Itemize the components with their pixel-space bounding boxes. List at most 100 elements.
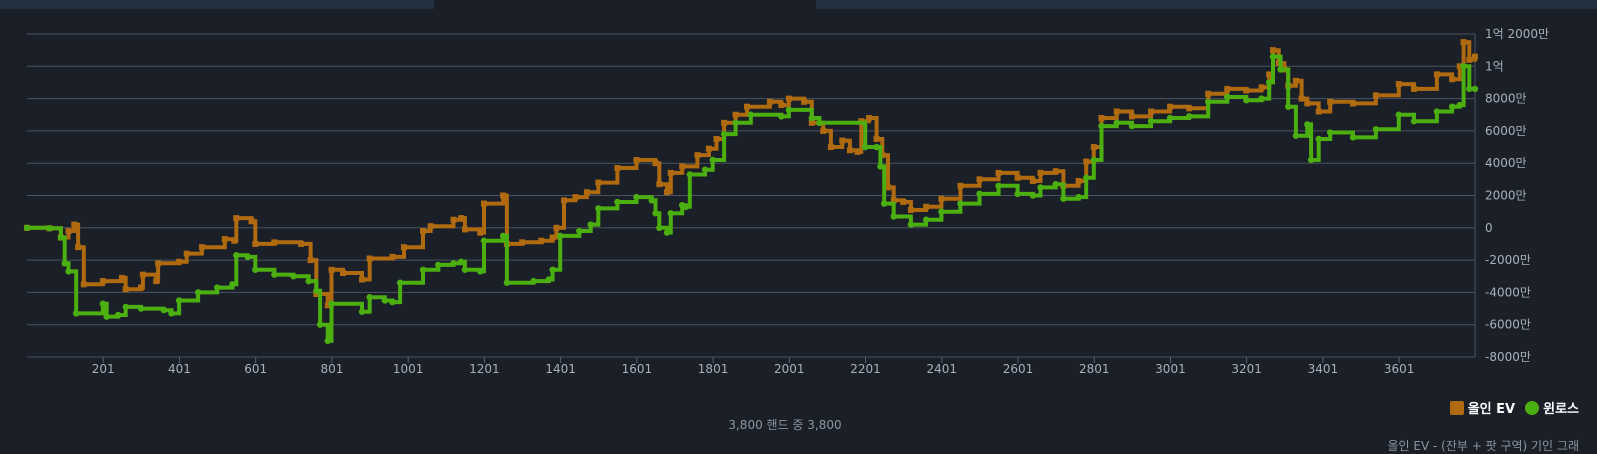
- data-point: [633, 156, 640, 163]
- x-tick-label: 201: [92, 362, 115, 376]
- data-point: [1448, 103, 1456, 110]
- data-point: [938, 208, 945, 215]
- data-point: [816, 119, 823, 127]
- data-point: [252, 240, 259, 247]
- data-point: [1472, 53, 1478, 60]
- data-point: [1315, 108, 1322, 115]
- data-point: [1298, 95, 1305, 102]
- data-point: [865, 114, 872, 121]
- legend-item-allin-ev[interactable]: 올인 EV: [1449, 398, 1516, 417]
- data-point: [61, 260, 68, 267]
- data-point: [1083, 174, 1090, 181]
- data-point: [500, 192, 507, 199]
- data-point: [359, 276, 366, 283]
- data-point: [614, 165, 621, 172]
- data-point: [476, 268, 484, 275]
- data-point: [1083, 158, 1090, 165]
- data-point: [922, 216, 930, 223]
- data-point: [732, 111, 739, 118]
- data-point: [1277, 66, 1284, 73]
- data-point: [1456, 63, 1463, 70]
- data-point: [1292, 77, 1299, 84]
- data-point: [213, 284, 221, 291]
- grid-lines: [27, 33, 1476, 358]
- x-tick-label: 401: [168, 362, 191, 376]
- data-point: [938, 195, 945, 202]
- data-point: [72, 310, 80, 317]
- legend-item-winloss[interactable]: 윈로스: [1525, 398, 1579, 417]
- data-point: [1269, 53, 1277, 60]
- data-point: [46, 225, 53, 232]
- legend-label-allin-ev: 올인 EV: [1467, 402, 1516, 417]
- data-point: [846, 147, 853, 154]
- data-point: [820, 127, 827, 134]
- data-point: [801, 98, 808, 105]
- x-tick-label: 1801: [698, 362, 729, 376]
- data-point: [907, 207, 914, 214]
- data-point: [545, 276, 552, 283]
- data-point: [1266, 71, 1273, 78]
- data-point: [1037, 184, 1044, 191]
- y-tick-label: 2000만: [1485, 189, 1527, 203]
- data-point: [1224, 85, 1231, 92]
- x-tick-label: 3201: [1231, 362, 1262, 376]
- x-tick-label: 801: [320, 362, 343, 376]
- data-point: [477, 229, 484, 236]
- legend-label-winloss: 윈로스: [1543, 402, 1579, 417]
- data-point: [1113, 119, 1120, 127]
- data-point: [1372, 126, 1380, 133]
- y-tick-label: 8000만: [1485, 92, 1527, 106]
- series-connector-0: [27, 41, 1476, 306]
- data-point: [976, 176, 983, 183]
- data-point: [1460, 63, 1467, 70]
- x-tick-label: 2601: [1003, 362, 1034, 376]
- legend-marker-allin-ev: [1449, 400, 1464, 415]
- y-tick-label: -2000만: [1485, 253, 1531, 267]
- data-point: [137, 284, 144, 291]
- data-point: [1326, 129, 1334, 136]
- x-axis-ticks: 201 401 601 801 1001 1201 1401 1601 1801 2001 2201…: [92, 357, 1414, 376]
- data-point: [595, 205, 602, 212]
- data-point: [71, 221, 78, 228]
- series-line-1: [27, 54, 1475, 343]
- data-point: [1128, 122, 1136, 130]
- data-point: [1466, 85, 1473, 93]
- data-point: [995, 169, 1002, 176]
- data-point: [1307, 156, 1315, 164]
- top-bar-segment-right: [816, 0, 1597, 9]
- data-point: [358, 308, 366, 315]
- data-point: [1258, 84, 1265, 91]
- data-point: [778, 113, 785, 120]
- data-point: [663, 229, 671, 236]
- data-point: [381, 297, 389, 304]
- data-point: [572, 194, 579, 201]
- data-point: [324, 337, 331, 345]
- data-point: [701, 166, 709, 173]
- data-point: [976, 190, 983, 198]
- data-point: [183, 250, 190, 257]
- data-point: [419, 266, 427, 273]
- data-point: [122, 303, 129, 311]
- y-tick-label: 1억: [1485, 59, 1504, 73]
- data-point: [307, 257, 314, 264]
- data-point: [1258, 95, 1265, 102]
- chart-plot: -8000만 -6000만 -4000만 -2000만 0 2000만 4000만 6000만…: [23, 27, 1549, 376]
- data-point: [99, 278, 106, 285]
- data-point: [885, 184, 892, 191]
- data-point: [271, 239, 278, 246]
- data-point: [23, 224, 31, 231]
- data-point: [1147, 118, 1155, 125]
- data-point: [450, 216, 457, 223]
- data-point: [957, 182, 964, 189]
- data-point: [176, 258, 183, 265]
- data-point: [1449, 76, 1456, 83]
- data-point: [427, 223, 434, 230]
- data-point: [686, 171, 694, 178]
- legend-marker-winloss: [1525, 400, 1540, 415]
- data-point: [549, 234, 556, 241]
- data-point: [231, 237, 238, 244]
- data-point: [743, 103, 750, 110]
- data-point: [290, 273, 297, 280]
- series-line-0: [27, 40, 1477, 308]
- data-point: [652, 160, 659, 167]
